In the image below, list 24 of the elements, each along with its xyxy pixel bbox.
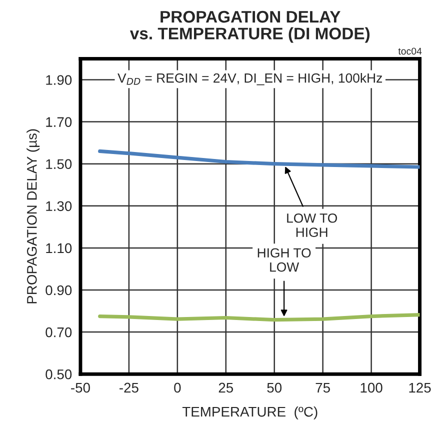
y-tick-label: 0.50 xyxy=(46,369,72,380)
x-tick-label: 25 xyxy=(218,382,234,393)
annotation: LOW TO HIGH xyxy=(287,213,337,237)
chart-title: PROPAGATION DELAY vs. TEMPERATURE (DI MODE) xyxy=(130,10,370,43)
y-tick-label: 1.10 xyxy=(46,243,72,254)
annotation: V$_{DD}$ = REGIN = 24V, DI_EN = HIGH, 100kHz xyxy=(118,73,382,86)
text: toc04 xyxy=(398,48,422,55)
x-axis-title: TEMPERATURE (ºC) xyxy=(182,406,318,420)
x-tick-label: 0 xyxy=(174,382,181,393)
x-tick-label: 125 xyxy=(409,382,431,393)
x-tick-label: 75 xyxy=(316,382,330,393)
y-tick-label: 1.70 xyxy=(46,117,72,127)
y-tick-label: 0.70 xyxy=(46,327,72,338)
x-tick-label: -50 xyxy=(71,382,90,393)
x-tick-label: 50 xyxy=(267,382,282,393)
y-tick-label: 1.90 xyxy=(46,75,72,85)
y-tick-label: 1.50 xyxy=(46,159,72,170)
y-axis-title: PROPAGATION DELAY (µs) xyxy=(26,129,40,304)
x-tick-label: -25 xyxy=(120,382,138,393)
annotation: HIGH TO LOW xyxy=(258,248,311,272)
line-series xyxy=(98,149,420,169)
y-tick-label: 1.30 xyxy=(46,201,72,212)
x-tick-label: 100 xyxy=(360,382,382,393)
y-tick-label: 0.90 xyxy=(46,285,72,296)
